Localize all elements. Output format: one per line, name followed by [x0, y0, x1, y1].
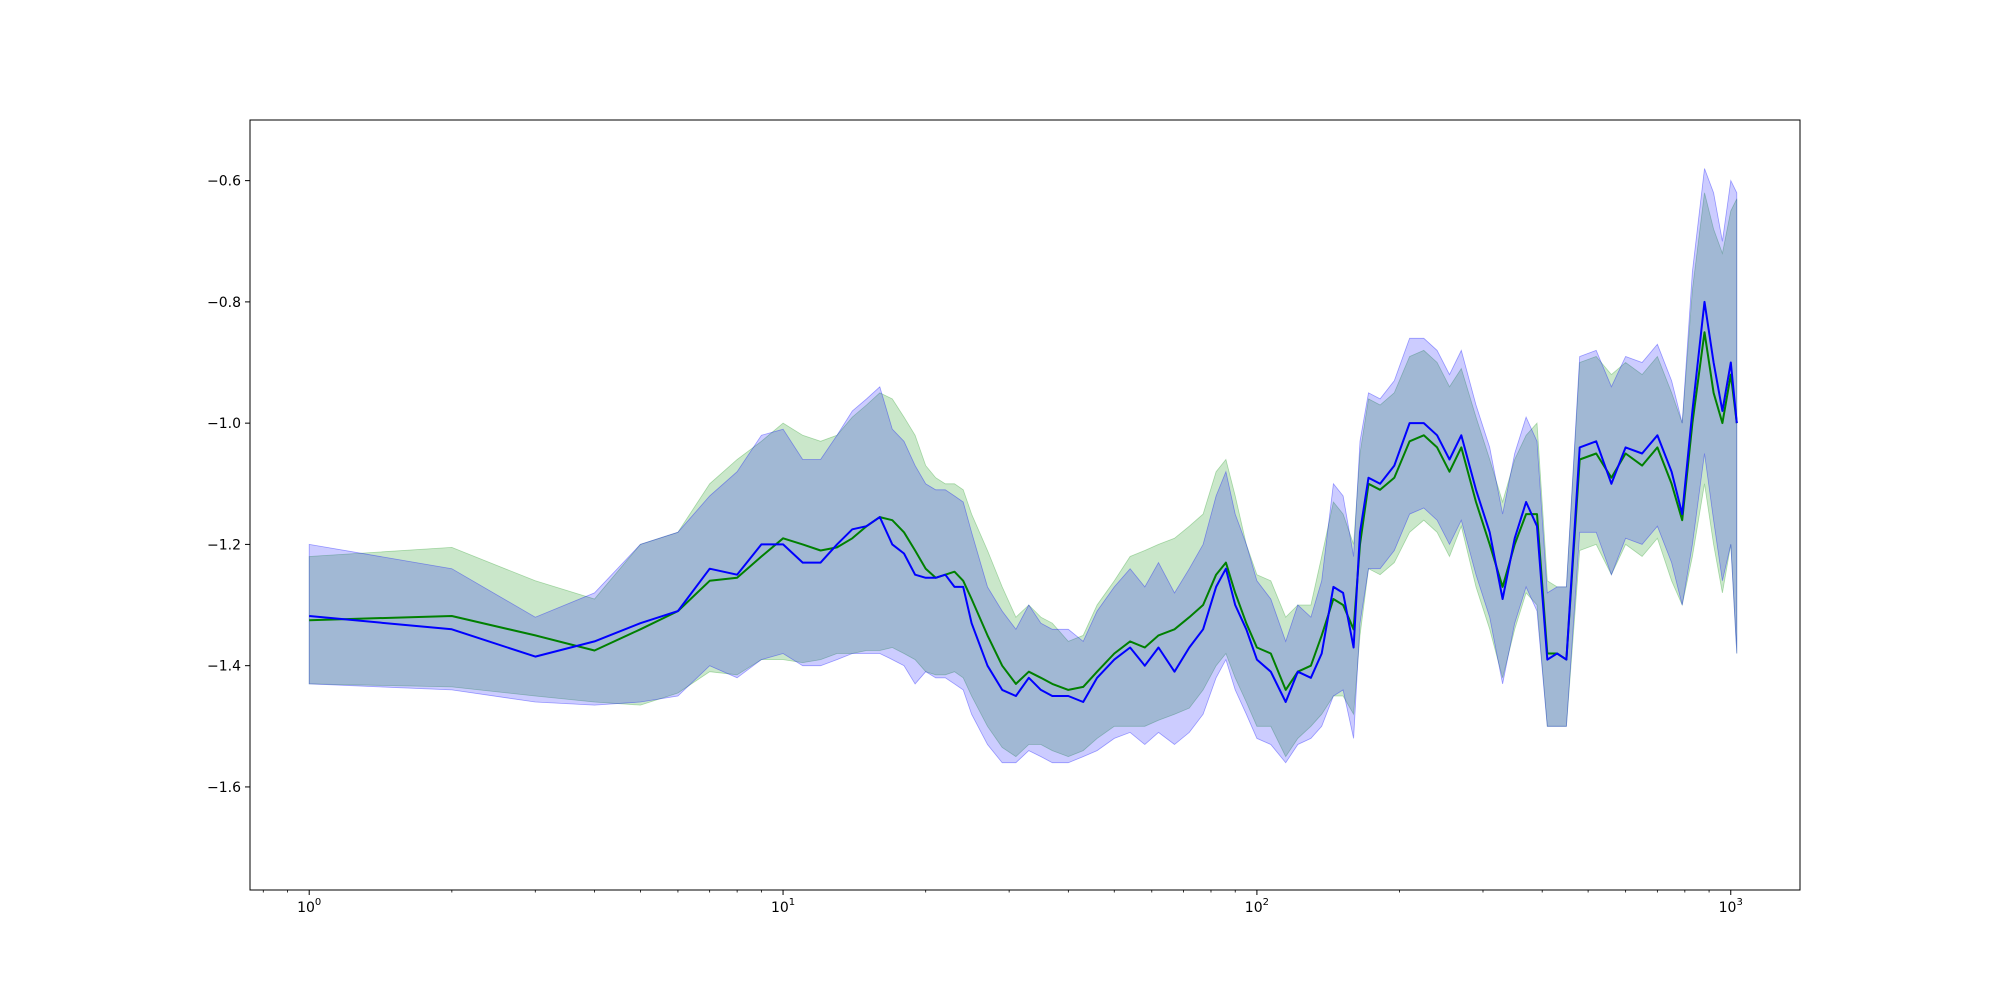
- y-tick-label: −0.6: [207, 174, 241, 190]
- y-axis: −0.6 −0.8 −1.0 −1.2 −1.4 −1.6: [207, 174, 250, 796]
- y-tick-label: −0.8: [207, 295, 241, 311]
- x-tick-label: 103: [1719, 897, 1743, 916]
- x-tick-label: 102: [1245, 897, 1269, 916]
- series-line-2: [309, 300, 1738, 703]
- x-tick-label: 101: [771, 897, 795, 916]
- series-lines: [309, 300, 1738, 703]
- y-tick-label: −1.6: [207, 780, 241, 796]
- x-axis: 100 101 102 103: [262, 890, 1743, 916]
- y-tick-label: −1.2: [207, 537, 241, 553]
- y-tick-label: −1.0: [207, 416, 241, 432]
- y-tick-label: −1.4: [207, 659, 241, 675]
- plot-frame: [249, 119, 1801, 891]
- x-tick-label: 100: [297, 897, 321, 916]
